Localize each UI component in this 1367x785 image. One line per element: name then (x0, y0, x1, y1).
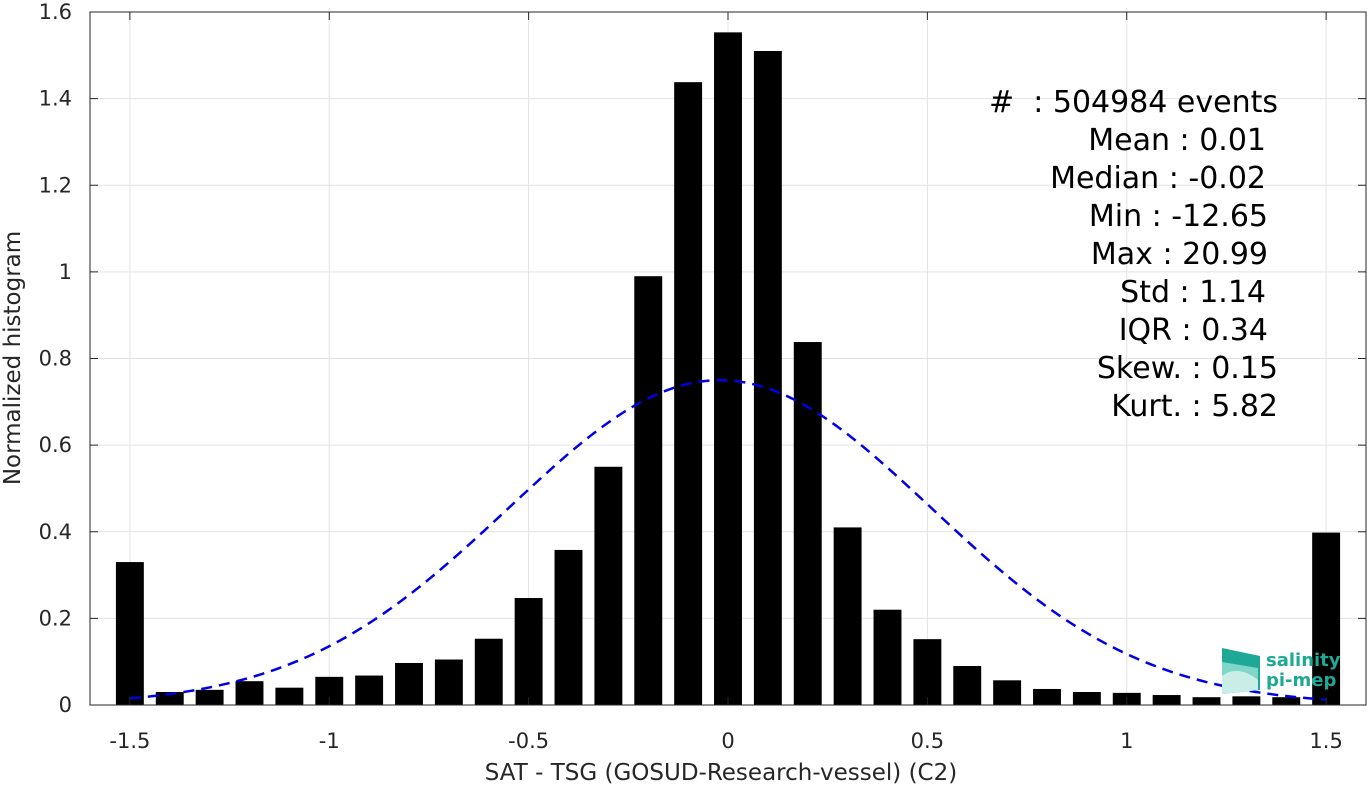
y-tick-label: 0.8 (39, 347, 72, 371)
histogram-bar (594, 466, 623, 705)
histogram-bar (1072, 692, 1101, 705)
histogram-bar (674, 82, 703, 705)
logo-text-line2: pi-mep (1266, 670, 1336, 691)
histogram-bar (474, 638, 503, 705)
x-tick-label: -1.5 (109, 729, 150, 753)
histogram-bar (395, 662, 423, 705)
histogram-bar (833, 527, 862, 705)
histogram-bar (1272, 697, 1301, 705)
x-tick-label: -0.5 (508, 729, 549, 753)
histogram-bar (634, 276, 663, 705)
histogram-bar (1033, 688, 1061, 705)
histogram-bar (993, 680, 1022, 705)
histogram-bar (434, 659, 463, 705)
x-axis-label: SAT - TSG (GOSUD-Research-vessel) (C2) (485, 760, 957, 785)
x-axis-ticks: -1.5 -1 -0.5 0 0.5 1 1.5 (109, 12, 1343, 753)
logo-emblem-icon (1222, 648, 1260, 694)
histogram-bar (235, 681, 264, 705)
stat-line: Median : -0.02 (1050, 161, 1266, 196)
histogram-bar (1312, 532, 1341, 705)
stat-line: IQR : 0.34 (1119, 313, 1268, 348)
y-tick-label: 1 (59, 260, 72, 284)
stat-line: Mean : 0.01 (1088, 123, 1266, 158)
histogram-bar (1192, 697, 1221, 705)
x-tick-label: 0 (721, 729, 734, 753)
histogram-bar (873, 609, 902, 705)
histogram-bar (195, 689, 224, 705)
histogram-bar (793, 342, 822, 705)
y-axis-label: Normalized histogram (0, 231, 26, 485)
x-tick-label: 1.5 (1309, 729, 1342, 753)
stat-line: Std : 1.14 (1120, 275, 1266, 310)
y-axis-ticks: 0 0.2 0.4 0.6 0.8 1 1.2 1.4 1.6 (39, 0, 1366, 717)
y-tick-label: 0.6 (39, 433, 72, 457)
salinity-pi-mep-logo: salinity pi-mep (1222, 648, 1341, 694)
logo-text-line1: salinity (1266, 650, 1341, 671)
y-tick-label: 1.4 (39, 87, 72, 111)
y-tick-label: 0.4 (39, 520, 72, 544)
stat-line: Kurt. : 5.82 (1111, 389, 1278, 424)
y-tick-label: 1.2 (39, 173, 72, 197)
histogram-bar (913, 639, 942, 705)
x-tick-label: 0.5 (911, 729, 944, 753)
y-tick-label: 0 (59, 693, 72, 717)
gaussian-fit-curve (129, 378, 1327, 701)
y-tick-label: 0.2 (39, 606, 72, 630)
stat-line: Min : -12.65 (1089, 199, 1268, 234)
histogram-bar (554, 549, 583, 705)
histogram-bars (115, 32, 1341, 706)
y-tick-label: 1.6 (39, 0, 72, 24)
histogram-bar (115, 562, 144, 705)
histogram-bar (714, 32, 742, 706)
histogram-bar (275, 687, 304, 705)
stat-line: # : 504984 events (989, 85, 1278, 120)
histogram-bar (155, 692, 184, 705)
x-tick-label: 1 (1120, 729, 1133, 753)
stat-line: Skew. : 0.15 (1097, 351, 1278, 386)
histogram-bar (953, 666, 982, 705)
stat-line: Max : 20.99 (1091, 237, 1268, 272)
histogram-bar (514, 598, 543, 705)
x-tick-label: -1 (319, 729, 340, 753)
histogram-bar (1232, 696, 1261, 705)
histogram-bar (355, 675, 384, 705)
histogram-bar (1152, 695, 1181, 705)
histogram-bar (753, 50, 782, 705)
